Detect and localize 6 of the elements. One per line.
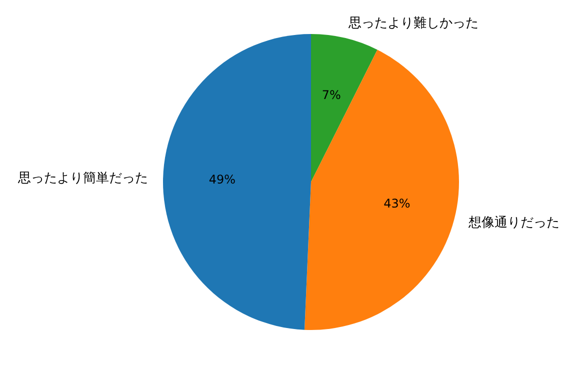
data-label: 43%	[384, 196, 410, 211]
data-label: 49%	[208, 172, 236, 186]
data-label: 7%	[322, 88, 341, 102]
slice-label: 思ったより難しかった	[348, 16, 479, 32]
slice-label: 思ったより簡単だった	[17, 170, 148, 186]
slice-label: 想像通りだった	[468, 216, 560, 231]
